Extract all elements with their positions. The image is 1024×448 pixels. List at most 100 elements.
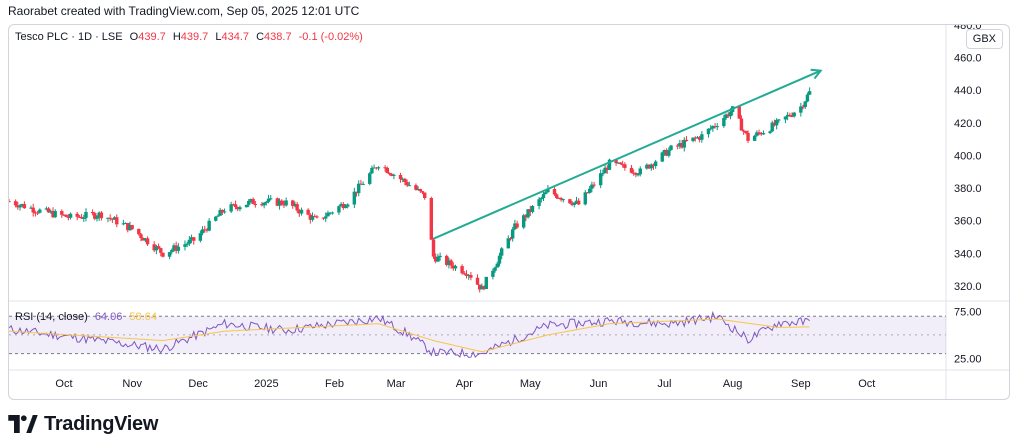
candle-body bbox=[726, 114, 730, 117]
candle-body bbox=[66, 216, 71, 218]
candle-body bbox=[451, 265, 456, 269]
attribution-text: Raorabet created with TradingView.com, S… bbox=[8, 4, 360, 18]
candle-body bbox=[590, 184, 594, 189]
candle-body bbox=[614, 159, 618, 164]
footer-brand[interactable]: TradingView bbox=[8, 410, 158, 438]
candle-body bbox=[198, 233, 203, 241]
candle-body bbox=[341, 204, 346, 209]
candle-body bbox=[515, 223, 519, 228]
candle-body bbox=[434, 256, 438, 262]
candle-body bbox=[328, 212, 332, 214]
attribution-bar: Raorabet created with TradingView.com, S… bbox=[0, 0, 1024, 22]
candle-body bbox=[541, 194, 546, 199]
candle-body bbox=[214, 216, 218, 221]
candle-body bbox=[337, 206, 341, 213]
candle-body bbox=[803, 101, 807, 108]
low-label: L bbox=[215, 31, 222, 43]
candle-body bbox=[372, 167, 376, 169]
rsi-ma-value: 58.64 bbox=[129, 311, 157, 323]
candle-body bbox=[638, 168, 642, 175]
candle-body bbox=[436, 256, 440, 262]
candle-body bbox=[675, 145, 680, 147]
candle-body bbox=[467, 274, 471, 276]
candle-body bbox=[757, 132, 761, 134]
price-tick-label: 360.0 bbox=[954, 216, 982, 228]
candle-body bbox=[557, 197, 561, 199]
candle-body bbox=[598, 173, 603, 186]
candle-body bbox=[60, 211, 64, 215]
time-tick-label: 2025 bbox=[254, 378, 278, 390]
candle-body bbox=[9, 201, 11, 203]
candle-body bbox=[357, 183, 361, 194]
candle-body bbox=[174, 245, 178, 251]
time-tick-label: Feb bbox=[325, 378, 344, 390]
candle-body bbox=[253, 203, 258, 205]
candle-body bbox=[187, 239, 192, 244]
price-tick-label: 400.0 bbox=[954, 150, 982, 162]
candle-body bbox=[16, 205, 20, 208]
candle-body bbox=[572, 202, 576, 205]
candle-body bbox=[152, 244, 156, 251]
candle-body bbox=[537, 199, 541, 206]
open-value: 439.7 bbox=[138, 31, 166, 43]
candle-body bbox=[90, 212, 95, 214]
time-tick-label: Nov bbox=[122, 378, 142, 390]
price-tick-label: 460.0 bbox=[954, 53, 982, 65]
candle-body bbox=[137, 228, 141, 235]
rsi-tick-label: 75.00 bbox=[954, 307, 982, 319]
candle-body bbox=[161, 252, 165, 257]
candle-body bbox=[697, 137, 702, 140]
candle-body bbox=[346, 204, 350, 207]
candle-body bbox=[51, 211, 55, 218]
candle-body bbox=[84, 212, 88, 218]
change-value: -0.1 (-0.02%) bbox=[298, 31, 363, 43]
candle-body bbox=[68, 213, 73, 218]
time-tick-label: Apr bbox=[456, 378, 473, 390]
candle-body bbox=[359, 183, 363, 185]
candle-body bbox=[231, 204, 236, 206]
candle-body bbox=[222, 211, 227, 213]
candle-body bbox=[29, 207, 33, 209]
chart-frame[interactable]: 320.0 340.0 360.0 380.0 400.0 420.0 440.0 460.0… bbox=[8, 24, 1010, 400]
candle-body bbox=[244, 204, 249, 208]
candle-body bbox=[106, 217, 110, 219]
candle-body bbox=[405, 182, 409, 186]
candle-body bbox=[220, 209, 225, 213]
candle-body bbox=[499, 248, 504, 256]
candle-body bbox=[238, 207, 242, 210]
candle-body bbox=[62, 214, 66, 216]
candle-body bbox=[33, 212, 38, 214]
candle-body bbox=[38, 209, 42, 213]
candle-body bbox=[176, 246, 181, 251]
candle-body bbox=[552, 189, 557, 195]
candle-body bbox=[229, 204, 233, 212]
candle-body bbox=[576, 200, 581, 205]
candle-body bbox=[277, 200, 282, 206]
candle-body bbox=[330, 212, 335, 214]
candle-body bbox=[200, 229, 205, 234]
high-value: 439.7 bbox=[180, 31, 209, 43]
candle-body bbox=[561, 199, 565, 201]
candle-body bbox=[185, 243, 189, 245]
candle-body bbox=[390, 174, 394, 176]
candle-body bbox=[297, 210, 302, 214]
currency-badge[interactable]: GBX bbox=[965, 29, 1003, 49]
candle-body bbox=[623, 164, 627, 168]
candle-body bbox=[145, 238, 150, 245]
candle-body bbox=[112, 217, 117, 220]
price-legend: Tesco PLC · 1D · LSE O439.7 H439.7 L434.… bbox=[15, 31, 363, 43]
candle-body bbox=[790, 115, 794, 117]
candle-body bbox=[491, 270, 495, 277]
chart-canvas[interactable]: 320.0 340.0 360.0 380.0 400.0 420.0 440.0 460.0… bbox=[9, 25, 1009, 399]
candle-body bbox=[128, 225, 132, 231]
candle-body bbox=[44, 208, 49, 210]
rsi-legend: RSI (14, close) 64.06 58.64 bbox=[15, 311, 157, 323]
open-label: O bbox=[129, 31, 139, 43]
candle-body bbox=[189, 237, 194, 240]
candle-body bbox=[401, 178, 405, 180]
candle-body bbox=[216, 215, 220, 217]
candle-body bbox=[352, 191, 357, 205]
candle-body bbox=[123, 223, 128, 225]
candle-body bbox=[354, 191, 359, 194]
candle-body bbox=[159, 248, 163, 253]
